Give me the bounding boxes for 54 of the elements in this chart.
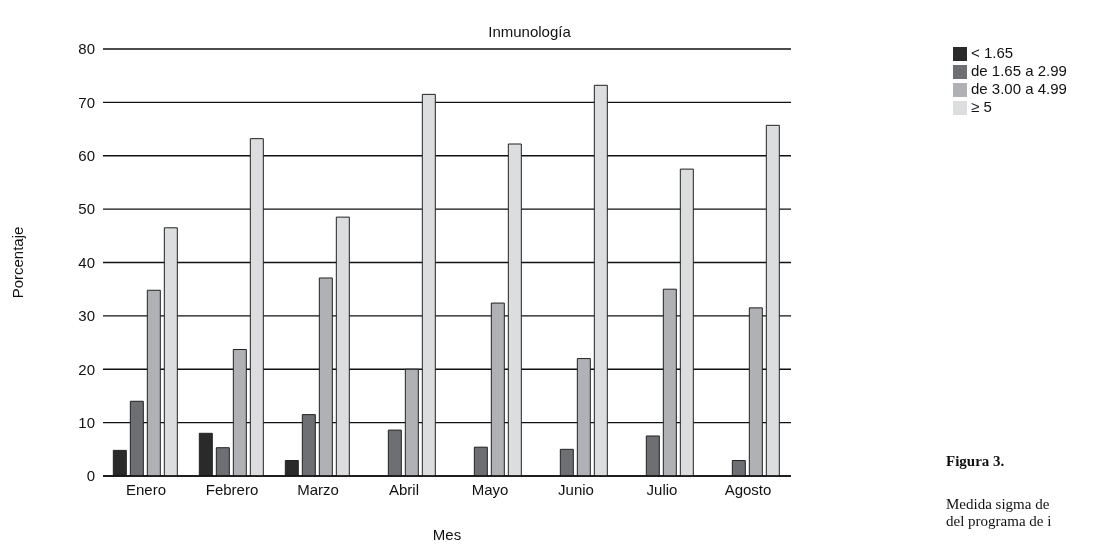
x-tick-label: Febrero	[205, 480, 259, 498]
text: Figura 3.	[946, 453, 1006, 470]
bar	[645, 435, 660, 476]
x-axis-title: Mes	[432, 526, 462, 543]
x-tick-label: Agosto	[724, 480, 772, 498]
bar	[335, 216, 350, 476]
bar	[146, 289, 161, 476]
legend-label: de 1.65 a 2.99	[971, 62, 1067, 79]
y-tick-label: 40	[78, 253, 95, 271]
bar	[215, 447, 230, 476]
legend-label: ≥ 5	[971, 98, 992, 115]
bar	[490, 302, 505, 476]
bar	[593, 84, 608, 476]
text: del programa de i	[946, 513, 1053, 530]
y-tick-label: 80	[78, 40, 95, 58]
bar	[404, 368, 419, 476]
bar	[163, 227, 178, 476]
bar	[748, 307, 763, 476]
legend-label: < 1.65	[971, 44, 1014, 61]
bar	[387, 429, 402, 476]
x-tick-label: Enero	[125, 480, 167, 498]
y-tick-label: 70	[78, 93, 95, 111]
bar	[765, 124, 780, 476]
y-tick-label: 20	[78, 360, 95, 378]
chart-title: Inmunología	[487, 23, 572, 40]
bar	[249, 138, 264, 476]
bar	[421, 93, 436, 476]
y-tick-label: 60	[78, 147, 95, 165]
y-tick-label: 30	[78, 307, 95, 325]
y-axis-title: Porcentaje	[9, 226, 27, 299]
x-tick-label: Mayo	[471, 480, 509, 498]
bar	[507, 143, 522, 476]
x-tick-label: Marzo	[297, 480, 339, 498]
y-tick-label: 0	[86, 467, 95, 485]
bar	[112, 449, 127, 476]
bar	[662, 288, 677, 476]
bar	[232, 349, 247, 476]
y-tick-label: 50	[78, 200, 95, 218]
x-tick-label: Julio	[646, 480, 678, 498]
bar	[284, 460, 299, 476]
text: Medida sigma de	[946, 496, 1051, 513]
x-tick-label: Abril	[388, 480, 420, 498]
bar	[318, 277, 333, 476]
bar	[731, 460, 746, 476]
bar	[301, 414, 316, 476]
bar	[576, 358, 591, 476]
bar	[129, 400, 144, 476]
bar	[679, 168, 694, 476]
bar	[473, 446, 488, 476]
y-tick-label: 10	[78, 413, 95, 431]
bar	[559, 448, 574, 476]
bar	[198, 432, 213, 476]
legend-label: de 3.00 a 4.99	[971, 80, 1067, 97]
x-tick-label: Junio	[558, 480, 594, 498]
